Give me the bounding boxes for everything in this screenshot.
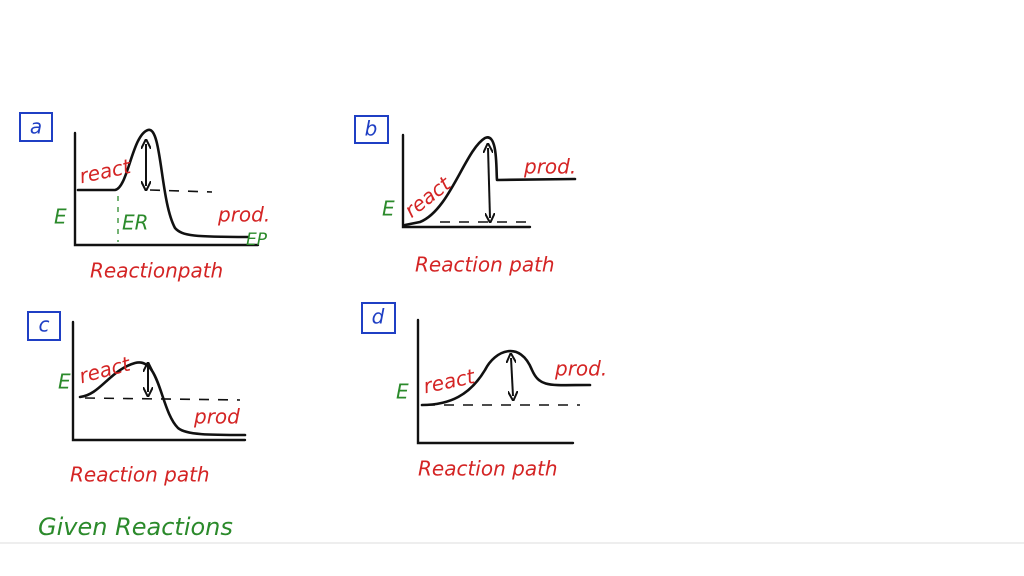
arrow: [488, 148, 490, 218]
x-axis-label: Reactionpath: [90, 259, 223, 283]
axes: [401, 133, 532, 229]
panel-d: d react prod. E Reaction path: [361, 302, 607, 481]
er-label: ER: [122, 211, 149, 235]
panel-label: b: [365, 117, 378, 141]
product-label: prod.: [523, 155, 576, 179]
energy-curve: [403, 136, 577, 227]
panel-label: c: [39, 313, 50, 337]
energy-label: E: [382, 197, 395, 221]
panel-c: c react prod E Reaction path: [27, 311, 247, 487]
x-axis-label: Reaction path: [70, 463, 210, 487]
x-axis-label: Reaction path: [418, 457, 558, 481]
x-axis-label: Reaction path: [415, 253, 555, 277]
footer-note: Given Reactions: [38, 513, 233, 541]
energy-label: E: [54, 205, 67, 229]
energy-curve: [76, 128, 250, 239]
energy-label: E: [396, 380, 409, 404]
axes: [71, 320, 247, 442]
axes: [416, 318, 575, 445]
label-box: [361, 302, 396, 334]
label-box: [354, 115, 389, 144]
energy-label: E: [58, 370, 71, 394]
product-label: prod.: [217, 203, 270, 227]
product-label: prod: [193, 405, 240, 429]
canvas: [0, 0, 1024, 543]
panel-label: a: [30, 115, 42, 139]
arrow: [511, 358, 513, 396]
energy-curve: [420, 349, 592, 407]
axes: [73, 131, 260, 247]
product-label: prod.: [554, 357, 607, 381]
dashed-level: [84, 397, 241, 401]
ep-label: EP: [246, 230, 268, 250]
energy-curve: [78, 361, 247, 437]
panel-a: a react prod. E ER EP Reactionpath: [19, 112, 270, 283]
panel-label: d: [372, 305, 385, 329]
label-box: [27, 311, 61, 341]
label-box: [19, 112, 53, 142]
